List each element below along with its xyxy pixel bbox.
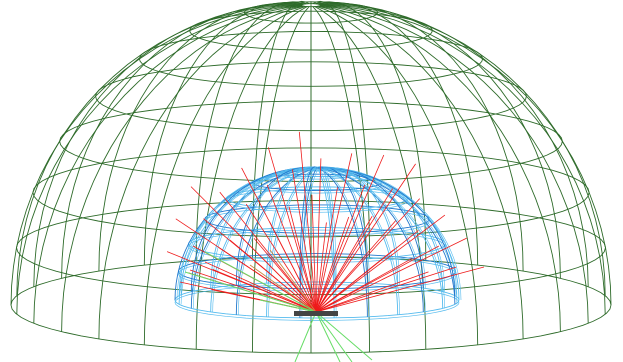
red-ray bbox=[315, 214, 446, 313]
red-ray bbox=[189, 269, 317, 313]
red-ray bbox=[315, 222, 327, 313]
inner-dome-meridian-inner bbox=[301, 166, 319, 283]
red-ray bbox=[315, 266, 485, 313]
outer-dome-meridian bbox=[316, 2, 479, 266]
inner-dome-meridian bbox=[321, 167, 456, 305]
inner-dome-meridian bbox=[320, 167, 444, 309]
red-ray bbox=[212, 269, 317, 313]
inner-dome-ring-inner bbox=[174, 284, 460, 321]
red-ray bbox=[315, 158, 322, 313]
inner-dome-meridian-inner bbox=[323, 167, 458, 296]
inner-dome-meridian bbox=[190, 167, 314, 292]
green-ray bbox=[204, 251, 317, 313]
red-ray bbox=[315, 230, 419, 313]
orange-ray bbox=[249, 264, 317, 313]
inner-dome-meridian bbox=[319, 168, 399, 315]
outer-dome-meridian bbox=[252, 6, 310, 353]
red-ray bbox=[315, 163, 416, 313]
green-ray bbox=[315, 311, 353, 362]
inner-dome-meridian bbox=[320, 167, 424, 312]
inner-dome-meridian-inner bbox=[212, 167, 316, 289]
red-ray bbox=[315, 184, 366, 313]
green-ray bbox=[184, 271, 317, 313]
ray-bundle bbox=[166, 131, 485, 362]
inner-dome-meridian-inner bbox=[322, 167, 445, 292]
red-ray bbox=[315, 154, 385, 313]
green-ray bbox=[315, 311, 373, 361]
outer-dome-meridian bbox=[319, 4, 589, 287]
red-ray bbox=[253, 238, 317, 313]
outer-dome-meridian bbox=[61, 3, 304, 279]
inner-dome-meridian-inner bbox=[268, 168, 318, 317]
green-ray bbox=[315, 311, 341, 362]
inner-dome-meridian-inner bbox=[193, 168, 316, 309]
inner-dome-meridian bbox=[317, 166, 335, 283]
outer-dome-meridian bbox=[320, 4, 612, 306]
outer-dome-meridian bbox=[316, 5, 479, 345]
inner-dome-meridian bbox=[321, 167, 456, 296]
inner-dome-meridian-inner bbox=[301, 168, 319, 318]
outer-dome-meridian bbox=[195, 1, 308, 261]
red-ray bbox=[311, 194, 317, 313]
red-ray bbox=[315, 237, 467, 313]
red-ray bbox=[219, 191, 317, 313]
red-ray bbox=[292, 169, 317, 313]
outer-dome-meridian bbox=[143, 5, 306, 345]
inner-dome-meridian-inner bbox=[212, 168, 316, 312]
outer-dome-meridian bbox=[16, 4, 302, 296]
inner-dome-ring bbox=[204, 204, 430, 234]
green-ray bbox=[259, 299, 317, 313]
outer-dome-meridian bbox=[33, 5, 303, 324]
outer-dome-meridian bbox=[320, 4, 606, 296]
red-ray bbox=[315, 216, 350, 313]
outer-dome-meridian bbox=[319, 5, 589, 324]
red-ray bbox=[245, 203, 317, 313]
outer-dome-meridian bbox=[143, 2, 306, 266]
red-ray bbox=[266, 184, 317, 313]
outer-dome-meridian bbox=[98, 2, 305, 272]
inner-dome-ring-inner bbox=[188, 229, 446, 263]
red-ray bbox=[229, 225, 317, 313]
outer-dome-wireframe bbox=[10, 0, 612, 354]
inner-dome-meridian bbox=[318, 168, 368, 317]
inner-dome-meridian-inner bbox=[180, 167, 315, 305]
red-ray bbox=[229, 239, 317, 313]
red-ray bbox=[288, 206, 317, 313]
red-ray bbox=[315, 215, 373, 313]
inner-dome-meridian bbox=[299, 168, 317, 318]
inner-dome-meridian bbox=[210, 167, 314, 289]
inner-dome-ring-inner bbox=[178, 255, 456, 292]
source-bar bbox=[294, 311, 338, 316]
outer-dome-meridian bbox=[10, 4, 302, 306]
inner-dome-meridian-inner bbox=[238, 166, 317, 286]
red-ray bbox=[315, 187, 338, 313]
red-ray bbox=[315, 271, 429, 313]
red-ray bbox=[218, 247, 317, 313]
inner-dome-meridian-inner bbox=[322, 168, 445, 309]
outer-dome-meridian bbox=[16, 4, 302, 315]
outer-dome-meridian bbox=[320, 4, 606, 315]
red-ray bbox=[315, 220, 397, 313]
red-ray bbox=[315, 266, 457, 313]
inner-dome-meridian bbox=[235, 166, 315, 286]
red-ray bbox=[315, 153, 353, 313]
red-ray bbox=[315, 245, 440, 313]
green-ray bbox=[294, 311, 317, 362]
red-ray bbox=[298, 131, 317, 313]
red-ray bbox=[204, 261, 317, 313]
red-ray bbox=[315, 188, 393, 313]
inner-dome-ring-inner bbox=[204, 207, 430, 237]
outer-dome-meridian bbox=[318, 3, 561, 279]
inner-dome-meridian bbox=[299, 166, 317, 283]
red-ray bbox=[315, 198, 420, 313]
orange-ray bbox=[269, 249, 317, 313]
red-ray bbox=[267, 147, 317, 313]
red-ray bbox=[269, 221, 317, 313]
